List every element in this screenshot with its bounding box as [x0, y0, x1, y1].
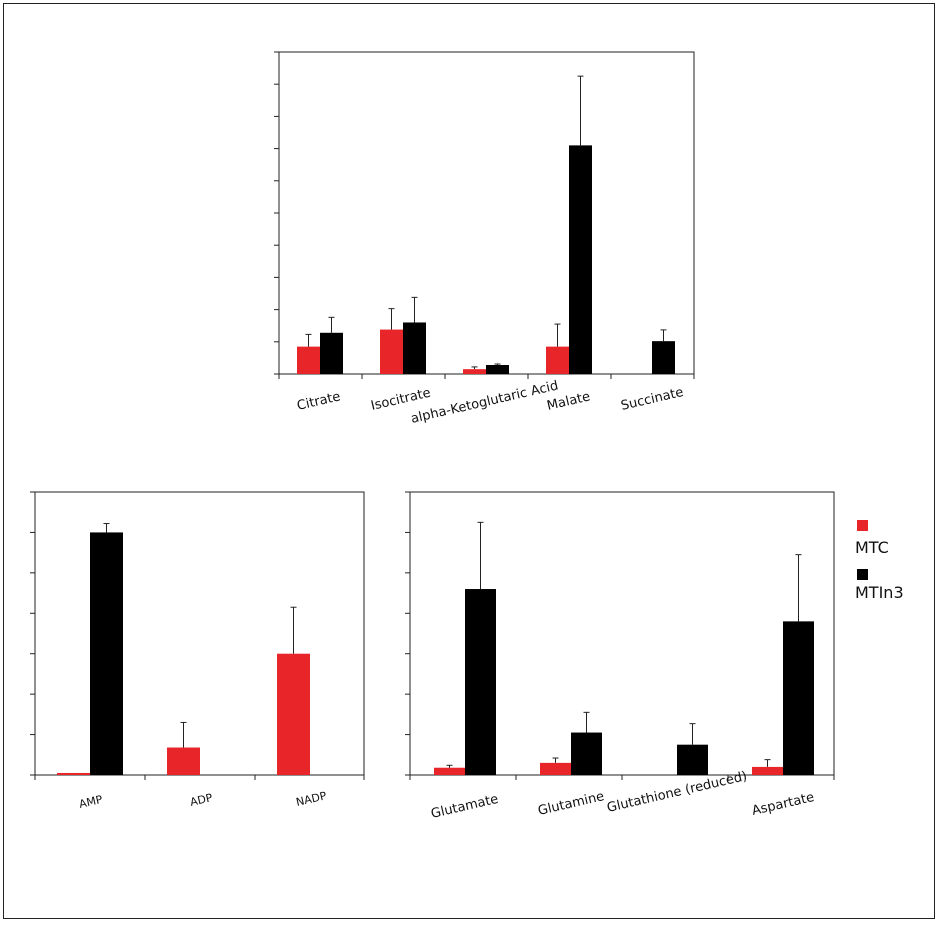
category-label: alpha-Ketoglutaric Acid	[410, 378, 560, 427]
figure-frame	[3, 3, 935, 919]
bar-mtc	[546, 346, 569, 374]
bar-mtc	[57, 772, 90, 775]
bar-mtin3	[677, 744, 708, 775]
legend-swatch-mtin3	[857, 569, 868, 580]
legend-label-mtc: MTC	[855, 538, 889, 557]
category-label: Succinate	[620, 385, 685, 414]
bar-mtin3	[403, 322, 426, 374]
bar-mtin3	[783, 621, 814, 775]
category-label: ADP	[189, 791, 214, 809]
bar-mtin3	[465, 589, 496, 775]
bar-mtin3	[320, 332, 343, 374]
nucleotides-chart: AMP ADP NADP	[30, 491, 365, 811]
bar-mtc	[434, 767, 465, 775]
plot-frame	[278, 51, 695, 375]
legend-label-mtin3: MTIn3	[855, 583, 904, 602]
category-label: Glutamate	[430, 792, 500, 822]
category-label: AMP	[78, 793, 104, 811]
bar-mtin3	[90, 532, 123, 775]
plot-frame	[34, 491, 365, 776]
category-label: Glutathione (reduced)	[606, 769, 749, 816]
bar-mtin3	[652, 341, 675, 374]
category-label: Aspartate	[751, 790, 816, 819]
legend: MTC MTIn3	[855, 520, 904, 602]
category-label: NADP	[295, 789, 328, 809]
bar-mtin3	[486, 364, 509, 374]
category-label: Glutamine	[537, 789, 606, 819]
bar-mtc	[277, 653, 310, 775]
bar-mtin3	[569, 145, 592, 374]
bar-mtc	[463, 369, 486, 374]
bar-mtc	[380, 329, 403, 374]
bar-mtc	[540, 762, 571, 775]
bar-mtc	[297, 346, 320, 374]
bar-mtin3	[571, 732, 602, 775]
bar-mtc	[752, 766, 783, 775]
bar-mtc	[167, 747, 200, 775]
amino-acids-chart: Glutamate Glutamine Glutathione (reduced) A…	[405, 491, 835, 822]
category-label: Citrate	[296, 389, 342, 414]
legend-swatch-mtc	[857, 520, 868, 531]
